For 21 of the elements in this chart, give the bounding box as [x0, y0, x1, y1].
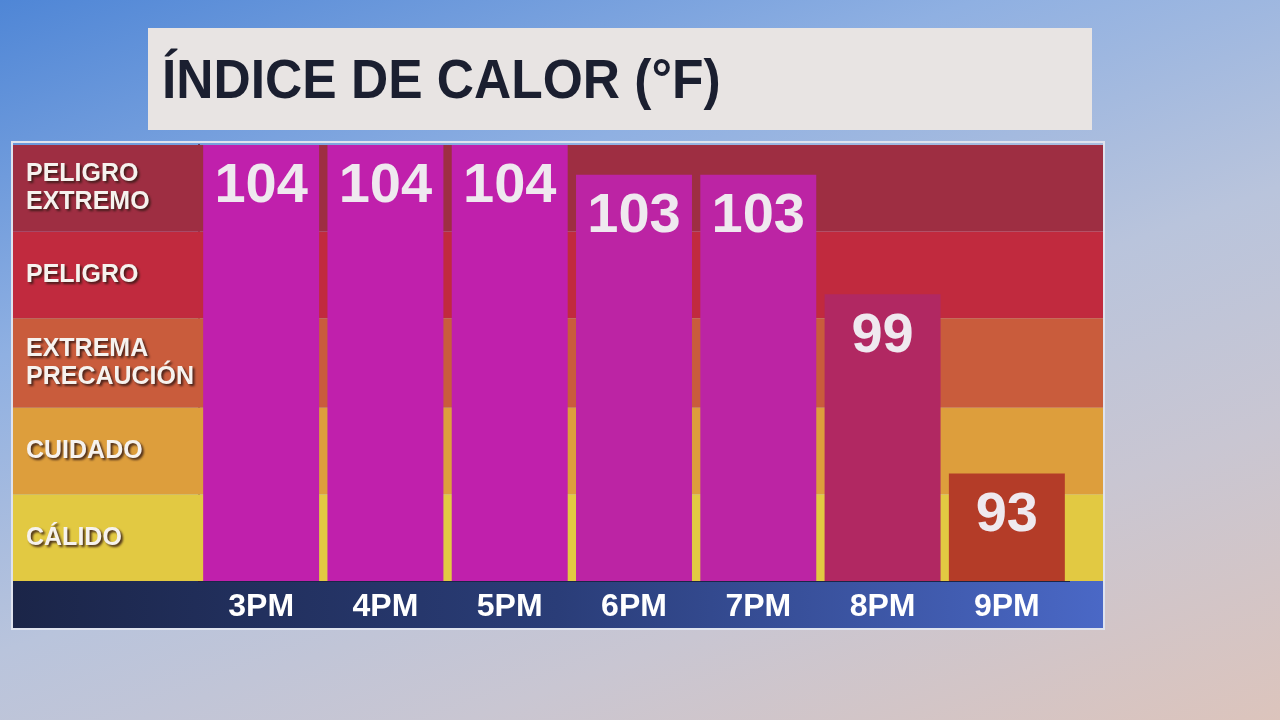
data-label: 104 [338, 151, 433, 215]
x-tick-label: 8PM [849, 587, 916, 624]
data-label: 99 [851, 300, 914, 364]
x-tick-label: 6PM [601, 587, 667, 624]
data-label: 103 [711, 181, 805, 245]
x-tick-label: 7PM [725, 587, 792, 624]
x-tick-label: 3PM [228, 587, 295, 624]
data-label: 93 [975, 479, 1039, 543]
data-label: 104 [214, 151, 308, 215]
x-tick-label: 9PM [973, 587, 1040, 624]
band-label: CUIDADO [26, 434, 143, 463]
x-tick-label: 4PM [352, 587, 419, 624]
band-label: PELIGRO EXTREMO [26, 158, 150, 215]
band-label: PELIGRO [26, 258, 139, 287]
data-label: 104 [463, 151, 557, 215]
band-label: EXTREMA PRECAUCIÓN [26, 332, 195, 389]
panel-frame: 3PM 4PM 5PM 6PM 7PM 8PM 9PM PELIGRO EXTREMO PELIGRO EXTREMA PRECAUCIÓN CUIDADO CÁLIDO 104 104 104 103 103 99 93 [11, 141, 1105, 630]
band-label: CÁLIDO [26, 521, 122, 550]
x-tick-label: 5PM [476, 587, 543, 624]
data-label: 103 [587, 181, 681, 245]
chart-title: ÍNDICE DE CALOR (°F) [162, 47, 721, 111]
